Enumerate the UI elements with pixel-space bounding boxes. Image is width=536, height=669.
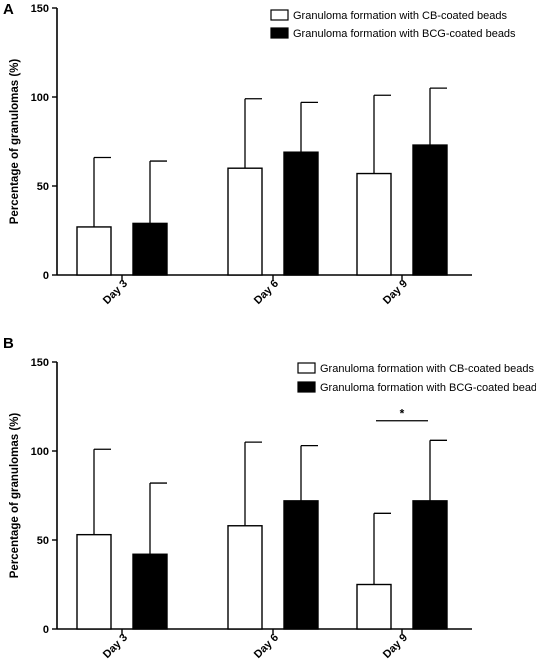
bar-bcg xyxy=(412,500,448,630)
y-axis-label: Percentage of granulomas (%) xyxy=(9,413,21,579)
x-tick-label: Day 9 xyxy=(381,278,410,307)
legend-label: Granuloma formation with CB-coated beads xyxy=(320,363,534,375)
panel-label: A xyxy=(3,1,14,18)
bar-cb xyxy=(356,172,392,276)
y-tick-label: 100 xyxy=(31,446,49,458)
y-axis-label: Percentage of granulomas (%) xyxy=(9,59,21,225)
legend-label: Granuloma formation with BCG-coated bead… xyxy=(293,28,516,40)
x-tick-label: Day 9 xyxy=(381,632,410,661)
significance-marker: * xyxy=(400,407,405,421)
bar-bcg xyxy=(132,553,168,630)
legend-swatch xyxy=(270,27,289,39)
y-tick-label: 50 xyxy=(37,181,49,193)
bar-bcg xyxy=(283,500,319,630)
chart-panel-b: B 0 50 100 150 Percentage of granulomas (%) Da… xyxy=(3,335,536,661)
bar-cb xyxy=(227,525,263,630)
y-tick-label: 0 xyxy=(43,270,49,282)
y-tick-label: 100 xyxy=(31,92,49,104)
legend-swatch xyxy=(297,381,316,393)
y-tick-label: 150 xyxy=(31,3,49,15)
x-tick-label: Day 6 xyxy=(252,632,281,661)
y-tick-label: 0 xyxy=(43,624,49,636)
y-tick-label: 150 xyxy=(31,357,49,369)
x-tick-label: Day 6 xyxy=(252,278,281,307)
legend-swatch xyxy=(297,362,316,374)
bar-cb xyxy=(356,583,392,630)
x-tick-label: Day 3 xyxy=(101,632,130,661)
bar-bcg xyxy=(283,151,319,276)
bar-cb xyxy=(227,167,263,276)
chart-panel-a: A 0 50 100 150 Percentage of granulomas (%) Da… xyxy=(3,1,516,307)
bar-cb xyxy=(76,226,112,276)
legend-label: Granuloma formation with BCG-coated bead… xyxy=(320,382,536,394)
panel-label: B xyxy=(3,335,14,352)
x-tick-label: Day 3 xyxy=(101,278,130,307)
legend-label: Granuloma formation with CB-coated beads xyxy=(293,10,507,22)
bar-bcg xyxy=(132,222,168,276)
legend-swatch xyxy=(270,9,289,21)
bar-bcg xyxy=(412,144,448,276)
bar-cb xyxy=(76,533,112,630)
y-tick-label: 50 xyxy=(37,535,49,547)
